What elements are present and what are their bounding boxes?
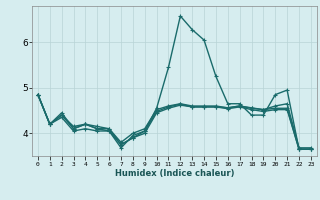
X-axis label: Humidex (Indice chaleur): Humidex (Indice chaleur) [115,169,234,178]
